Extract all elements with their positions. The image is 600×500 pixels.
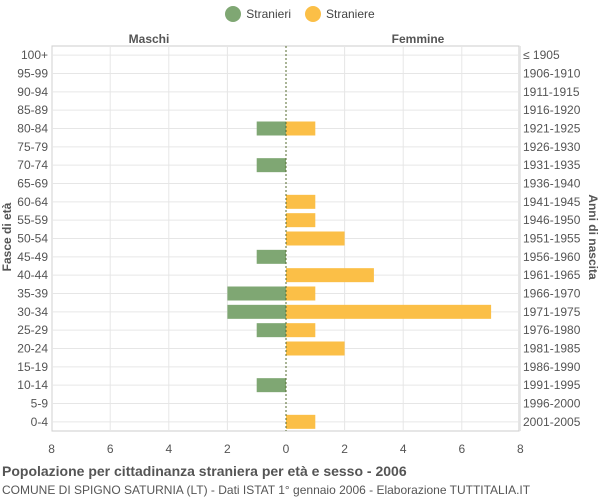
birth-year-label: 1981-1985 xyxy=(523,342,581,356)
legend-label-straniere: Straniere xyxy=(325,7,375,21)
age-group-label: 80-84 xyxy=(17,122,48,136)
birth-year-label: 1931-1935 xyxy=(523,158,581,172)
birth-year-label: 1966-1970 xyxy=(523,287,581,301)
birth-year-label: 1986-1990 xyxy=(523,360,581,374)
birth-year-label: 1906-1910 xyxy=(523,67,581,81)
birth-year-label: 2001-2005 xyxy=(523,415,581,429)
chart-legend: Stranieri Straniere xyxy=(0,6,600,22)
age-group-label: 10-14 xyxy=(17,378,48,392)
age-group-label: 95-99 xyxy=(17,67,48,81)
birth-year-label: 1926-1930 xyxy=(523,140,581,154)
bar-stranieri xyxy=(227,286,286,301)
bar-stranieri xyxy=(256,378,286,393)
birth-year-label: 1946-1950 xyxy=(523,213,581,227)
bar-straniere xyxy=(286,231,345,246)
age-group-label: 100+ xyxy=(21,48,48,62)
age-group-label: 65-69 xyxy=(17,177,48,191)
age-group-label: 85-89 xyxy=(17,103,48,117)
x-tick-label: 8 xyxy=(517,442,524,456)
birth-year-label: 1941-1945 xyxy=(523,195,581,209)
bar-straniere xyxy=(286,268,374,283)
legend-swatch-stranieri xyxy=(225,6,242,22)
x-tick-label: 2 xyxy=(224,442,231,456)
y-axis-label-left: Fasce di età xyxy=(0,202,14,271)
age-group-label: 75-79 xyxy=(17,140,48,154)
age-group-label: 15-19 xyxy=(17,360,48,374)
birth-year-label: 1916-1920 xyxy=(523,103,581,117)
x-tick-label: 6 xyxy=(458,442,465,456)
birth-year-label: ≤ 1905 xyxy=(523,48,560,62)
birth-year-label: 1971-1975 xyxy=(523,305,581,319)
birth-year-label: 1921-1925 xyxy=(523,122,581,136)
legend-swatch-straniere xyxy=(304,6,321,22)
x-tick-label: 8 xyxy=(48,442,55,456)
bar-straniere xyxy=(286,341,345,356)
bar-stranieri xyxy=(256,158,286,173)
birth-year-label: 1936-1940 xyxy=(523,177,581,191)
bars xyxy=(227,46,492,431)
birth-year-label: 1961-1965 xyxy=(523,268,581,282)
chart-subtitle: COMUNE DI SPIGNO SATURNIA (LT) - Dati IS… xyxy=(2,483,531,497)
axis-labels: 8 6 4 2 0 2 4 6 8 100+ ≤ 1905 95-99 1906-1910 90-94 19… xyxy=(17,48,580,456)
bar-straniere xyxy=(286,414,316,429)
age-group-label: 40-44 xyxy=(17,268,48,282)
legend-label-stranieri: Stranieri xyxy=(246,7,291,21)
birth-year-label: 1991-1995 xyxy=(523,378,581,392)
bar-straniere xyxy=(286,304,492,319)
birth-year-label: 1951-1955 xyxy=(523,232,581,246)
bar-straniere xyxy=(286,286,316,301)
bar-straniere xyxy=(286,213,316,228)
bar-straniere xyxy=(286,194,316,209)
age-group-label: 50-54 xyxy=(17,232,48,246)
age-group-label: 0-4 xyxy=(31,415,49,429)
age-group-label: 35-39 xyxy=(17,287,48,301)
bar-stranieri xyxy=(256,121,286,136)
y-axis-label-right: Anni di nascita xyxy=(586,194,600,280)
age-group-label: 5-9 xyxy=(31,397,49,411)
x-tick-label: 0 xyxy=(283,442,290,456)
x-tick-label: 4 xyxy=(400,442,407,456)
x-tick-label: 2 xyxy=(341,442,348,456)
birth-year-label: 1911-1915 xyxy=(523,85,580,99)
bar-stranieri xyxy=(227,304,286,319)
legend-item-straniere: Straniere xyxy=(304,6,375,22)
age-group-label: 55-59 xyxy=(17,213,48,227)
age-group-label: 60-64 xyxy=(17,195,48,209)
age-group-label: 90-94 xyxy=(17,85,48,99)
age-group-label: 25-29 xyxy=(17,323,48,337)
birth-year-label: 1976-1980 xyxy=(523,323,581,337)
age-group-label: 45-49 xyxy=(17,250,48,264)
chart-title: Popolazione per cittadinanza straniera p… xyxy=(2,463,407,479)
bar-stranieri xyxy=(256,323,286,338)
x-tick-label: 6 xyxy=(107,442,114,456)
birth-year-label: 1996-2000 xyxy=(523,397,581,411)
legend-item-stranieri: Stranieri xyxy=(225,6,291,22)
bar-straniere xyxy=(286,121,316,136)
population-pyramid-chart: 8 6 4 2 0 2 4 6 8 100+ ≤ 1905 95-99 1906-1910 90-94 19… xyxy=(0,32,600,456)
age-group-label: 20-24 xyxy=(17,342,48,356)
left-header: Maschi xyxy=(129,32,170,46)
right-header: Femmine xyxy=(392,32,445,46)
age-group-label: 70-74 xyxy=(17,158,48,172)
x-tick-label: 4 xyxy=(165,442,172,456)
bar-straniere xyxy=(286,323,316,338)
birth-year-label: 1956-1960 xyxy=(523,250,581,264)
age-group-label: 30-34 xyxy=(17,305,48,319)
bar-stranieri xyxy=(256,249,286,264)
